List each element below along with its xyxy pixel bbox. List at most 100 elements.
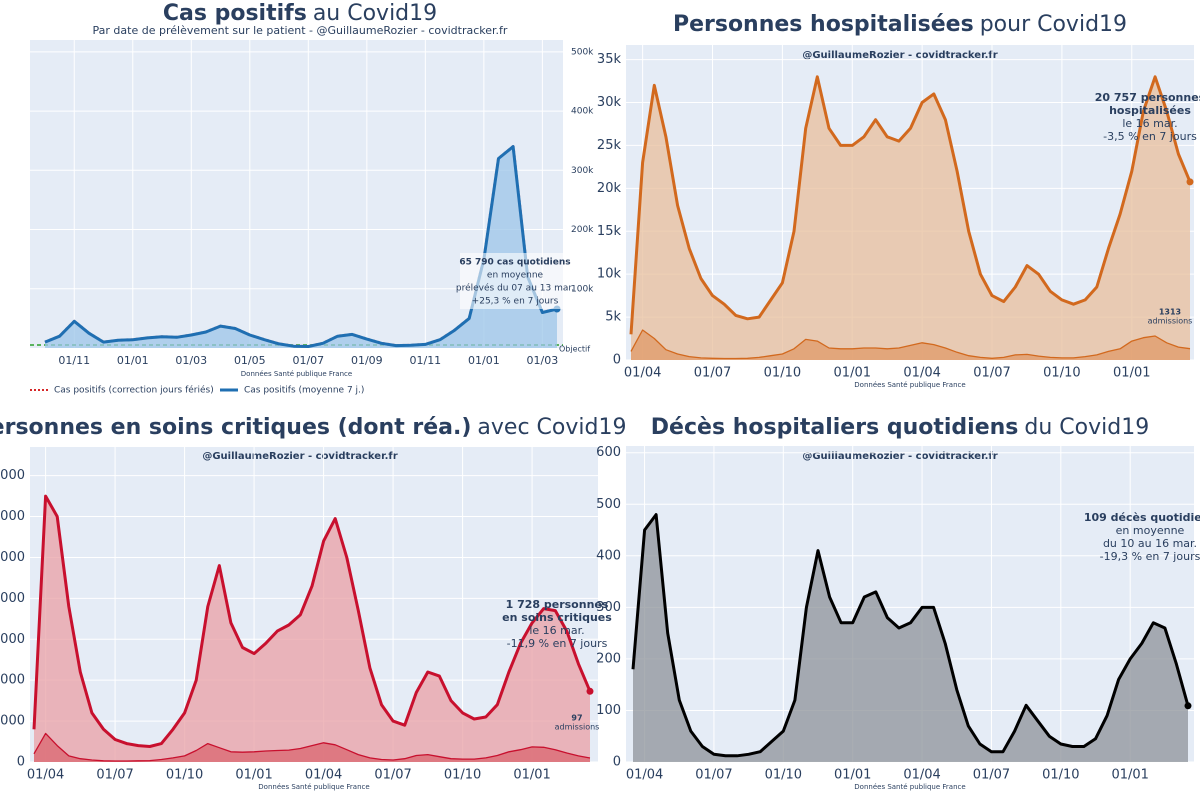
x-tick-label: 01/10 xyxy=(444,768,481,783)
y-tick-label: 30k xyxy=(597,95,622,110)
x-tick-label: 01/01 xyxy=(834,768,871,783)
annotation-line: du 10 au 16 mar. xyxy=(1103,537,1197,550)
y-tick-label: 15k xyxy=(597,224,622,239)
annotation-line: -11,9 % en 7 jours xyxy=(507,637,608,650)
chart-title: Personnes hospitalisées pour Covid19 xyxy=(673,12,1127,37)
x-tick-label: 01/04 xyxy=(626,768,663,783)
x-tick-label: 01/01 xyxy=(117,354,149,367)
x-tick-label: 01/04 xyxy=(903,768,940,783)
x-tick-label: 01/01 xyxy=(834,366,871,381)
title-rest: pour Covid19 xyxy=(980,12,1127,37)
title-bold: Cas positifs xyxy=(163,1,307,26)
y-tick-label: 35k xyxy=(597,52,622,67)
x-tick-label: 01/04 xyxy=(305,768,342,783)
title-bold: Personnes en soins critiques (dont réa.) xyxy=(0,415,471,440)
chart-panel: Personnes en soins critiques (dont réa.)… xyxy=(0,415,626,791)
annotation-line: prélevés du 07 au 13 mar. xyxy=(456,283,574,294)
subtitle: @GuillaumeRozier - covidtracker.fr xyxy=(802,451,997,462)
y-tick-label: 0 xyxy=(17,755,25,770)
y-tick-label: 2000 xyxy=(0,673,25,688)
series-line xyxy=(32,494,592,748)
annotation-bold: 65 790 cas quotidiens xyxy=(459,258,570,268)
source: Données Santé publique France xyxy=(241,370,352,378)
annotation-line: en moyenne xyxy=(487,271,544,281)
x-tick-label: 01/10 xyxy=(765,768,802,783)
admissions-label: admissions xyxy=(1148,317,1193,326)
x-tick-label: 01/01 xyxy=(468,354,500,367)
x-tick-label: 01/01 xyxy=(235,768,272,783)
y-tick-label: 100k xyxy=(571,284,594,294)
y-tick-label: 5000 xyxy=(0,550,25,565)
x-tick-label: 01/01 xyxy=(513,768,550,783)
last-point xyxy=(1184,702,1192,710)
chart-title: Décès hospitaliers quotidiens du Covid19 xyxy=(651,415,1149,440)
y-tick-label: 1000 xyxy=(0,714,25,729)
annotation-bold: 20 757 personnes xyxy=(1095,91,1200,104)
annotation-line: -3,5 % en 7 jours xyxy=(1103,130,1197,143)
y-tick-label: 5k xyxy=(605,310,621,325)
x-tick-label: 01/11 xyxy=(58,354,90,367)
series-line xyxy=(630,329,1191,360)
title-bold: Personnes hospitalisées xyxy=(673,12,974,37)
x-tick-label: 01/07 xyxy=(694,366,731,381)
title-bold: Décès hospitaliers quotidiens xyxy=(651,415,1019,440)
annotation-line: -19,3 % en 7 jours xyxy=(1100,550,1200,563)
y-tick-label: 3000 xyxy=(0,632,25,647)
admissions-label: admissions xyxy=(555,723,600,732)
x-tick-label: 01/01 xyxy=(1111,768,1148,783)
series-area xyxy=(34,496,590,762)
subtitle: Par date de prélèvement sur le patient -… xyxy=(93,24,508,37)
y-tick-label: 7000 xyxy=(0,468,25,483)
chart-title: Personnes en soins critiques (dont réa.)… xyxy=(0,415,626,440)
series-area xyxy=(45,146,557,348)
series-area xyxy=(631,330,1190,360)
y-tick-label: 25k xyxy=(597,138,622,153)
x-tick-label: 01/07 xyxy=(695,768,732,783)
series-line xyxy=(33,732,591,762)
source: Données Santé publique France xyxy=(854,783,965,791)
x-tick-label: 01/07 xyxy=(374,768,411,783)
x-tick-label: 01/07 xyxy=(973,366,1010,381)
x-tick-label: 01/11 xyxy=(409,354,441,367)
x-tick-label: 01/10 xyxy=(166,768,203,783)
annotation-bold: en soins critiques xyxy=(502,611,612,624)
annotation-line: +25,3 % en 7 jours xyxy=(472,297,559,307)
source: Données Santé publique France xyxy=(258,783,369,791)
series-area xyxy=(631,76,1190,361)
x-tick-label: 01/09 xyxy=(351,354,383,367)
title-rest: du Covid19 xyxy=(1024,415,1149,440)
y-tick-label: 0 xyxy=(613,755,621,770)
legend-label: Cas positifs (correction jours fériés) xyxy=(54,385,214,396)
annotation-line: le 16 mar. xyxy=(1122,117,1177,130)
y-tick-label: 10k xyxy=(597,267,622,282)
y-tick-label: 600 xyxy=(596,445,621,460)
y-tick-label: 400k xyxy=(571,107,594,117)
y-tick-label: 500k xyxy=(571,47,594,57)
subtitle: @GuillaumeRozier - covidtracker.fr xyxy=(802,50,997,61)
x-tick-label: 01/04 xyxy=(27,768,64,783)
title-rest: au Covid19 xyxy=(313,1,437,26)
y-tick-label: 4000 xyxy=(0,591,25,606)
x-tick-label: 01/04 xyxy=(903,366,940,381)
series-line xyxy=(631,513,1190,758)
x-tick-label: 01/10 xyxy=(764,366,801,381)
annotation-bold: 1 728 personnes xyxy=(506,598,609,611)
annotation-bold: 109 décès quotidiens xyxy=(1084,511,1200,524)
y-tick-label: 20k xyxy=(597,181,622,196)
series-area xyxy=(633,514,1188,762)
admissions-label: 1313 xyxy=(1159,308,1181,317)
x-tick-label: 01/04 xyxy=(624,366,661,381)
x-tick-label: 01/05 xyxy=(234,354,266,367)
x-tick-label: 01/03 xyxy=(175,354,207,367)
y-tick-label: 400 xyxy=(596,548,621,563)
annotation-box xyxy=(460,253,570,309)
admissions-label: 97 xyxy=(571,714,582,723)
y-tick-label: 100 xyxy=(596,703,621,718)
y-tick-label: 300 xyxy=(596,600,621,615)
x-tick-label: 01/10 xyxy=(1043,366,1080,381)
x-tick-label: 01/10 xyxy=(1042,768,1079,783)
annotation-line: le 16 mar. xyxy=(529,624,584,637)
chart-title: Cas positifs au Covid19 xyxy=(163,1,437,26)
